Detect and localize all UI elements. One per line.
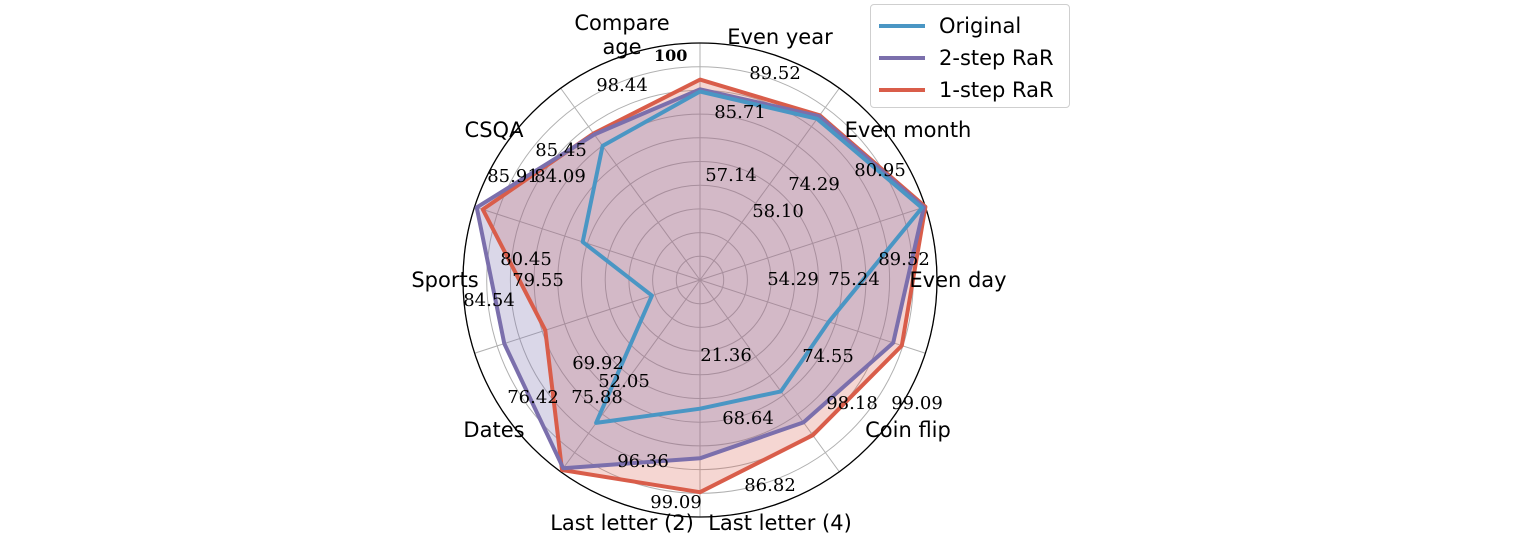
value-label: 85.71 bbox=[714, 102, 766, 123]
value-label: 69.92 bbox=[572, 353, 624, 374]
radial-tick-label: 100 bbox=[654, 46, 687, 65]
value-label: 79.55 bbox=[512, 270, 564, 291]
grid-spoke bbox=[699, 206, 926, 281]
grid-spoke bbox=[560, 87, 701, 281]
value-label: 99.09 bbox=[891, 393, 943, 414]
value-label: 96.36 bbox=[617, 451, 669, 472]
value-label: 86.82 bbox=[744, 475, 796, 496]
legend-label-original: Original bbox=[939, 14, 1022, 38]
value-label: 99.09 bbox=[650, 492, 702, 513]
value-label: 58.10 bbox=[752, 201, 804, 222]
polar-frame bbox=[462, 42, 938, 518]
legend-swatch-1-step-rar bbox=[879, 88, 925, 92]
value-label: 85.91 bbox=[487, 166, 539, 187]
value-label: 98.18 bbox=[826, 393, 878, 414]
axis-label-compare-age: Compare age bbox=[574, 11, 669, 59]
value-label: 89.52 bbox=[749, 63, 801, 84]
legend-item-original: Original bbox=[879, 11, 1021, 41]
grid-spoke bbox=[560, 279, 701, 473]
value-label: 75.88 bbox=[571, 387, 623, 408]
legend-swatch-original bbox=[879, 24, 925, 28]
axis-label-last-letter-4: Last letter (4) bbox=[708, 511, 852, 535]
axis-label-coin-flip: Coin flip bbox=[865, 418, 951, 442]
grid-spoke bbox=[699, 279, 840, 473]
value-label: 85.45 bbox=[535, 140, 587, 161]
legend-item-1-step-rar: 1-step RaR bbox=[879, 75, 1054, 105]
axis-label-dates: Dates bbox=[463, 418, 524, 442]
value-label: 54.29 bbox=[767, 269, 819, 290]
axis-label-last-letter-2: Last letter (2) bbox=[550, 511, 694, 535]
grid-spoke bbox=[699, 279, 926, 354]
axis-label-even-month: Even month bbox=[845, 118, 972, 142]
grid-spoke bbox=[474, 279, 701, 354]
series-fill-2-step-rar bbox=[476, 89, 924, 469]
axis-label-sports: Sports bbox=[411, 268, 478, 292]
value-label: 89.52 bbox=[878, 249, 930, 270]
value-label: 75.24 bbox=[828, 269, 880, 290]
legend-label-2-step-rar: 2-step RaR bbox=[939, 46, 1054, 70]
axis-label-csqa: CSQA bbox=[465, 118, 525, 142]
value-label: 74.55 bbox=[802, 346, 854, 367]
value-label: 68.64 bbox=[722, 408, 774, 429]
value-label: 76.42 bbox=[507, 387, 559, 408]
axis-label-even-day: Even day bbox=[909, 268, 1006, 292]
value-label: 52.05 bbox=[598, 371, 650, 392]
value-label: 80.45 bbox=[500, 249, 552, 270]
value-label: 84.09 bbox=[534, 166, 586, 187]
value-label: 74.29 bbox=[788, 174, 840, 195]
axis-label-even-year: Even year bbox=[727, 25, 833, 49]
value-label: 84.54 bbox=[463, 290, 515, 311]
legend-swatch-2-step-rar bbox=[879, 56, 925, 60]
value-label: 57.14 bbox=[705, 165, 757, 186]
value-label: 80.95 bbox=[854, 160, 906, 181]
legend-item-2-step-rar: 2-step RaR bbox=[879, 43, 1054, 73]
legend-label-1-step-rar: 1-step RaR bbox=[939, 78, 1054, 102]
value-label: 98.44 bbox=[596, 75, 648, 96]
value-label: 21.36 bbox=[700, 345, 752, 366]
legend: Original 2-step RaR 1-step RaR bbox=[870, 4, 1070, 108]
